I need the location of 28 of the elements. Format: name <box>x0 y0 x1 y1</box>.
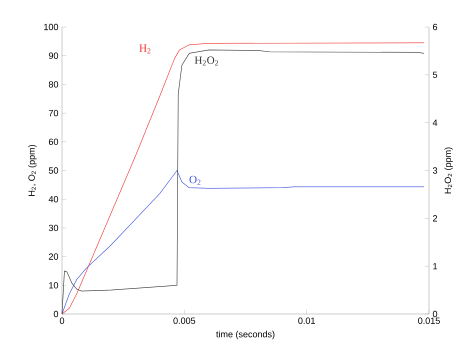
y-tick-label: 80 <box>48 81 58 88</box>
y-tick-label: 90 <box>48 52 58 59</box>
series-label: H$_{2}$O$_{2}$ <box>194 56 218 66</box>
y-tick-label: 10 <box>49 282 58 288</box>
y-tick-label: 0 <box>54 310 58 318</box>
x-axis-title: time (seconds) <box>216 330 274 340</box>
y-axis-title: H$_{2}$, O$_{2}$ (ppm) <box>28 144 37 196</box>
y2-tick-label: 5 <box>432 72 438 78</box>
y-tick-label: 50 <box>48 167 58 174</box>
y2-tick-label: 2 <box>432 215 438 222</box>
y2-axis-title: H$_{2}$O$_{2}$ (ppm) <box>444 147 453 194</box>
y-tick-label: 70 <box>48 110 58 116</box>
x-tick-label: 0.01 <box>298 318 315 324</box>
y2-tick-label: 6 <box>432 24 438 30</box>
text: H$_{2}$ <box>139 44 150 54</box>
y2-tick-label: 4 <box>432 120 438 126</box>
x-tick-label: 0 <box>60 318 64 324</box>
y-tick-label: 60 <box>48 138 58 145</box>
y-tick-label: 30 <box>48 224 58 232</box>
y2-tick-label: 3 <box>432 167 438 174</box>
x-tick-label: 0.005 <box>173 318 196 324</box>
x-tick-label: 0.015 <box>418 318 440 324</box>
series-label: O$_{2}$ <box>190 176 200 185</box>
y2-tick-label: 0 <box>432 310 438 318</box>
y-tick-label: 100 <box>44 24 58 30</box>
y-tick-label: 40 <box>48 196 58 202</box>
y2-tick-label: 1 <box>433 263 438 270</box>
y-tick-label: 20 <box>48 253 58 260</box>
